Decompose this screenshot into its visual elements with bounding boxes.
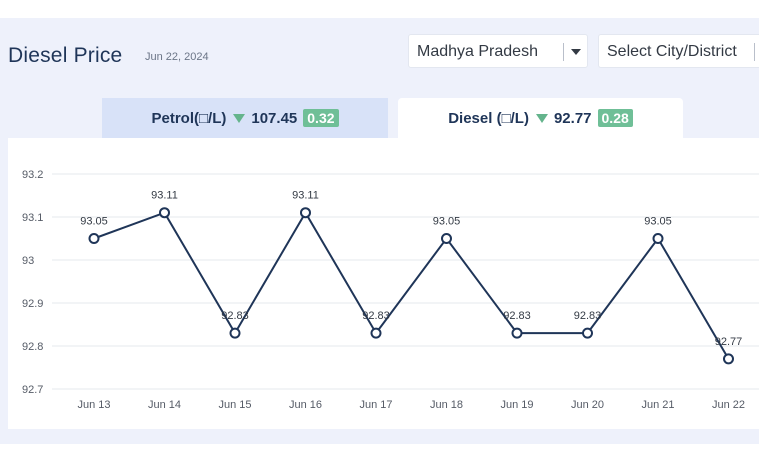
x-tick-label: Jun 14 [148,399,181,411]
data-label: 92.83 [221,310,249,322]
data-label: 93.11 [292,190,319,202]
y-tick-label: 92.8 [22,341,43,353]
data-point [300,207,311,219]
chart-card: 93.2 93.1 93 92.9 92.8 92.7 Jun 13 Jun 14 Jun 15… [8,138,759,429]
tab-petrol-price: 107.45 [251,109,298,127]
down-arrow-icon [233,113,246,123]
price-change-badge: 0.32 [303,109,339,127]
tab-diesel[interactable]: Diesel (□/L) 92.77 0.28 [398,98,683,138]
y-tick-label: 92.7 [22,384,43,396]
page-title: Diesel Price [8,44,123,67]
data-label: 93.05 [644,216,672,228]
city-select[interactable]: Select City/District [598,34,759,68]
select-divider [563,43,564,61]
page-date: Jun 22, 2024 [145,51,209,63]
data-point [229,327,241,339]
data-label: 92.77 [715,336,743,348]
price-line-chart: 93.2 93.1 93 92.9 92.8 92.7 Jun 13 Jun 14 Jun 15… [22,169,759,411]
data-label: 92.83 [362,310,390,322]
tab-diesel-price: 92.77 [553,109,592,127]
tab-petrol[interactable]: Petrol(□/L) 107.45 0.32 [102,98,388,138]
data-point [511,327,523,339]
down-arrow-icon [535,113,548,123]
x-tick-label: Jun 17 [359,399,392,411]
data-label: 92.83 [574,310,602,322]
x-tick-label: Jun 21 [641,399,674,411]
data-point [159,207,170,219]
state-select-value: Madhya Pradesh [417,43,538,60]
city-select-placeholder: Select City/District [607,43,737,60]
x-tick-label: Jun 19 [500,399,533,411]
state-select[interactable]: Madhya Pradesh [408,34,588,68]
data-label: 93.05 [433,216,461,228]
x-tick-label: Jun 15 [218,399,251,411]
data-point [88,233,100,244]
x-tick-label: Jun 13 [77,399,110,411]
series-line [93,210,730,360]
x-tick-label: Jun 22 [712,399,745,411]
data-point [652,233,664,244]
x-tick-label: Jun 20 [571,399,604,411]
data-label: 93.11 [151,190,178,202]
y-tick-label: 93.2 [22,169,43,181]
tab-diesel-label: Diesel (□/L) [448,109,529,127]
data-point [441,233,452,244]
x-tick-label: Jun 18 [430,399,463,411]
data-point [723,353,734,365]
chevron-down-icon[interactable] [571,49,581,55]
y-tick-label: 92.9 [22,298,43,310]
data-label: 93.05 [80,216,108,228]
y-tick-label: 93 [22,255,34,267]
select-divider [754,43,755,61]
data-label: 92.83 [503,310,531,322]
price-change-badge: 0.28 [597,109,633,127]
y-tick-label: 93.1 [22,212,43,224]
tab-petrol-label: Petrol(□/L) [151,109,227,127]
x-tick-label: Jun 16 [289,399,322,411]
data-point [370,327,382,339]
data-point [582,327,593,339]
